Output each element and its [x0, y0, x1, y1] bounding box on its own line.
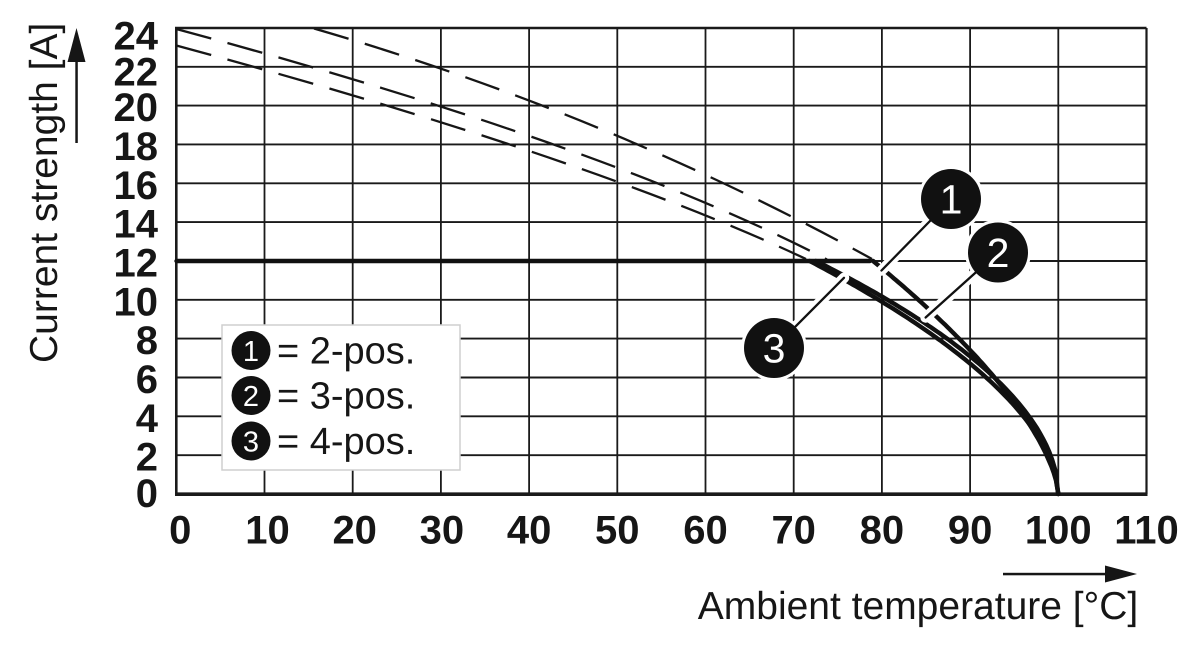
svg-text:8: 8: [136, 319, 158, 363]
svg-text:16: 16: [114, 164, 159, 208]
svg-text:40: 40: [507, 509, 552, 553]
svg-text:Ambient temperature [°C]: Ambient temperature [°C]: [698, 585, 1138, 628]
svg-text:30: 30: [420, 509, 465, 553]
svg-text:100: 100: [1025, 509, 1092, 553]
svg-text:6: 6: [136, 358, 158, 402]
svg-text:110: 110: [1114, 509, 1179, 553]
svg-text:= 2-pos.: = 2-pos.: [277, 331, 415, 373]
svg-text:2: 2: [243, 381, 259, 413]
svg-text:50: 50: [595, 509, 640, 553]
svg-text:2: 2: [987, 230, 1010, 276]
svg-text:4: 4: [136, 397, 159, 441]
svg-text:0: 0: [169, 509, 191, 553]
svg-text:1: 1: [940, 177, 963, 223]
svg-text:3: 3: [763, 326, 786, 372]
svg-text:80: 80: [860, 509, 905, 553]
svg-text:Current strength [A]: Current strength [A]: [23, 23, 66, 363]
svg-text:18: 18: [114, 125, 159, 169]
svg-text:90: 90: [948, 509, 993, 553]
svg-text:10: 10: [245, 509, 290, 553]
svg-text:22: 22: [114, 50, 159, 94]
svg-text:70: 70: [771, 509, 816, 553]
svg-text:20: 20: [332, 509, 377, 553]
svg-text:12: 12: [114, 242, 159, 286]
svg-text:0: 0: [136, 472, 158, 516]
svg-text:= 3-pos.: = 3-pos.: [277, 376, 415, 418]
svg-text:24: 24: [114, 15, 159, 59]
svg-text:3: 3: [243, 427, 259, 459]
svg-text:1: 1: [243, 336, 259, 368]
svg-text:20: 20: [114, 86, 159, 130]
svg-text:60: 60: [683, 509, 728, 553]
svg-text:10: 10: [114, 280, 159, 324]
svg-text:14: 14: [114, 203, 159, 247]
svg-text:2: 2: [136, 436, 158, 480]
svg-text:= 4-pos.: = 4-pos.: [277, 421, 415, 463]
